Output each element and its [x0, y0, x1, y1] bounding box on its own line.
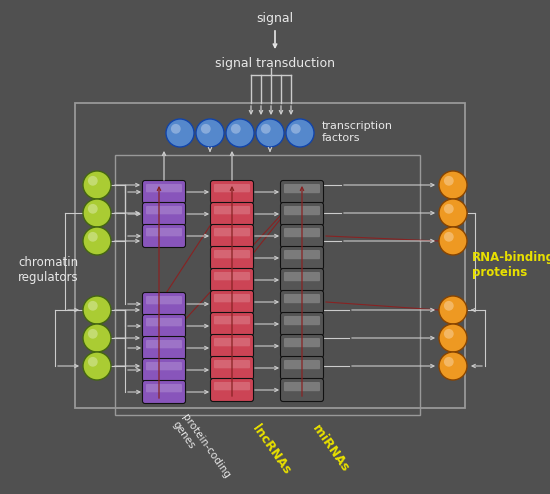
Circle shape — [88, 176, 98, 186]
FancyBboxPatch shape — [142, 336, 185, 360]
Circle shape — [291, 124, 301, 134]
Text: protein-coding
genes: protein-coding genes — [170, 412, 232, 487]
Circle shape — [88, 329, 98, 339]
Circle shape — [88, 204, 98, 214]
FancyBboxPatch shape — [280, 357, 323, 379]
Circle shape — [83, 227, 111, 255]
Text: transcription
factors: transcription factors — [322, 121, 393, 143]
Circle shape — [83, 296, 111, 324]
FancyBboxPatch shape — [211, 180, 254, 204]
FancyBboxPatch shape — [284, 382, 320, 391]
FancyBboxPatch shape — [214, 272, 250, 280]
FancyBboxPatch shape — [214, 360, 250, 369]
FancyBboxPatch shape — [214, 382, 250, 390]
Circle shape — [444, 204, 454, 214]
FancyBboxPatch shape — [284, 250, 320, 259]
FancyBboxPatch shape — [280, 313, 323, 335]
Circle shape — [231, 124, 241, 134]
FancyBboxPatch shape — [284, 338, 320, 347]
Circle shape — [444, 232, 454, 242]
Circle shape — [196, 119, 224, 147]
Circle shape — [439, 352, 467, 380]
Circle shape — [226, 119, 254, 147]
FancyBboxPatch shape — [211, 224, 254, 247]
FancyBboxPatch shape — [214, 294, 250, 302]
FancyBboxPatch shape — [214, 316, 250, 324]
FancyBboxPatch shape — [142, 380, 185, 404]
Circle shape — [439, 171, 467, 199]
FancyBboxPatch shape — [280, 224, 323, 247]
Text: miRNAs: miRNAs — [310, 422, 351, 474]
FancyBboxPatch shape — [142, 315, 185, 337]
FancyBboxPatch shape — [284, 228, 320, 237]
Circle shape — [88, 232, 98, 242]
FancyBboxPatch shape — [214, 184, 250, 192]
FancyBboxPatch shape — [142, 224, 185, 247]
Text: chromatin
regulators: chromatin regulators — [18, 256, 79, 284]
FancyBboxPatch shape — [280, 247, 323, 270]
Circle shape — [439, 199, 467, 227]
Circle shape — [83, 199, 111, 227]
Circle shape — [201, 124, 211, 134]
FancyBboxPatch shape — [146, 340, 182, 348]
FancyBboxPatch shape — [146, 384, 182, 392]
FancyBboxPatch shape — [284, 360, 320, 369]
FancyBboxPatch shape — [146, 184, 182, 192]
FancyBboxPatch shape — [284, 206, 320, 215]
FancyBboxPatch shape — [284, 294, 320, 303]
FancyBboxPatch shape — [280, 203, 323, 225]
FancyBboxPatch shape — [142, 359, 185, 381]
Circle shape — [261, 124, 271, 134]
FancyBboxPatch shape — [211, 334, 254, 358]
Circle shape — [444, 329, 454, 339]
Circle shape — [83, 324, 111, 352]
FancyBboxPatch shape — [280, 180, 323, 204]
Text: lncRNAs: lncRNAs — [250, 422, 294, 477]
FancyBboxPatch shape — [211, 247, 254, 270]
FancyBboxPatch shape — [146, 318, 182, 327]
FancyBboxPatch shape — [211, 313, 254, 335]
FancyBboxPatch shape — [211, 357, 254, 379]
Circle shape — [256, 119, 284, 147]
FancyBboxPatch shape — [284, 272, 320, 281]
Circle shape — [88, 301, 98, 311]
FancyBboxPatch shape — [142, 203, 185, 225]
FancyBboxPatch shape — [280, 290, 323, 314]
Circle shape — [444, 301, 454, 311]
Circle shape — [439, 296, 467, 324]
FancyBboxPatch shape — [284, 316, 320, 325]
Circle shape — [88, 357, 98, 367]
Circle shape — [171, 124, 181, 134]
FancyBboxPatch shape — [146, 296, 182, 304]
FancyBboxPatch shape — [211, 378, 254, 402]
FancyBboxPatch shape — [284, 184, 320, 193]
FancyBboxPatch shape — [280, 334, 323, 358]
FancyBboxPatch shape — [214, 250, 250, 258]
Text: RNA-binding
proteins: RNA-binding proteins — [472, 251, 550, 279]
FancyBboxPatch shape — [214, 228, 250, 236]
Circle shape — [444, 357, 454, 367]
FancyBboxPatch shape — [211, 290, 254, 314]
FancyBboxPatch shape — [280, 378, 323, 402]
FancyBboxPatch shape — [146, 228, 182, 236]
Circle shape — [439, 227, 467, 255]
Circle shape — [286, 119, 314, 147]
FancyBboxPatch shape — [280, 269, 323, 291]
FancyBboxPatch shape — [146, 362, 182, 370]
Circle shape — [83, 171, 111, 199]
FancyBboxPatch shape — [142, 292, 185, 316]
FancyBboxPatch shape — [211, 203, 254, 225]
Circle shape — [166, 119, 194, 147]
FancyBboxPatch shape — [214, 206, 250, 214]
Text: signal transduction: signal transduction — [215, 57, 335, 70]
FancyBboxPatch shape — [214, 338, 250, 346]
FancyBboxPatch shape — [146, 206, 182, 214]
Circle shape — [83, 352, 111, 380]
Text: signal: signal — [256, 12, 294, 25]
FancyBboxPatch shape — [142, 180, 185, 204]
FancyBboxPatch shape — [211, 269, 254, 291]
Circle shape — [439, 324, 467, 352]
Circle shape — [444, 176, 454, 186]
